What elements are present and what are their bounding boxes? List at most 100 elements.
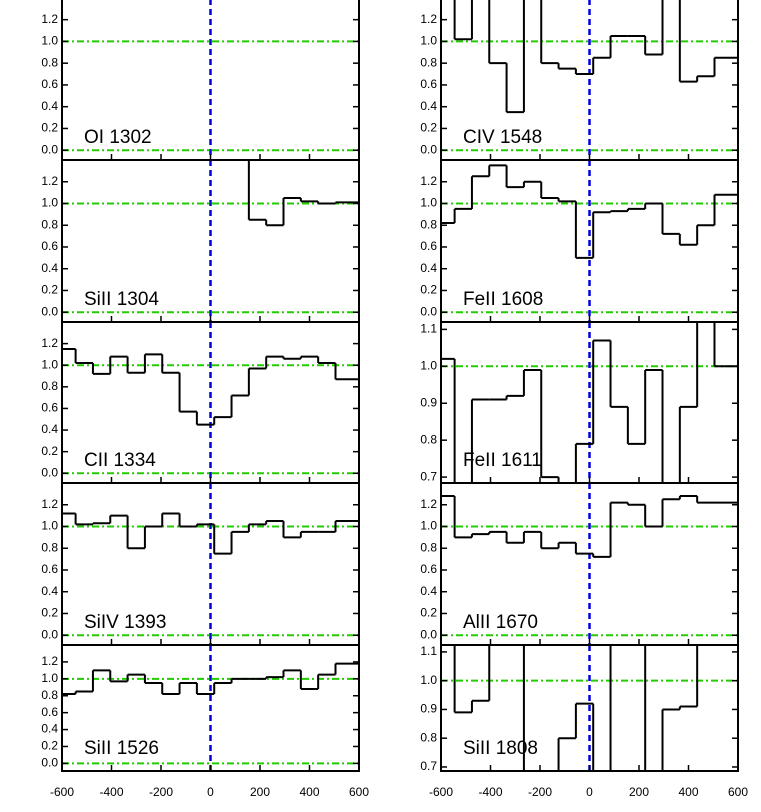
y-tick-label: 0.2 — [41, 606, 58, 620]
y-tick-label: 0.2 — [41, 283, 58, 297]
y-tick-label: 1.0 — [420, 673, 437, 687]
x-tick-label: 600 — [728, 785, 748, 799]
panel — [62, 0, 359, 160]
y-tick-label: 0.2 — [420, 606, 437, 620]
y-tick-label: 1.2 — [41, 497, 58, 511]
y-tick-label: 0.6 — [41, 401, 58, 415]
y-tick-label: 0.8 — [420, 540, 437, 554]
x-tick-label: -400 — [99, 785, 123, 799]
y-tick-label: 1.2 — [41, 174, 58, 188]
y-tick-label: 1.2 — [420, 12, 437, 26]
y-tick-label: 0.0 — [41, 304, 58, 318]
y-tick-label: 0.2 — [41, 121, 58, 135]
x-tick-label: 0 — [207, 785, 214, 799]
y-tick-label: 0.6 — [41, 77, 58, 91]
line-label: SiII 1526 — [84, 738, 159, 759]
y-tick-label: 0.8 — [41, 688, 58, 702]
y-tick-label: 1.2 — [41, 336, 58, 350]
y-tick-label: 1.2 — [420, 497, 437, 511]
y-tick-label: 0.7 — [420, 759, 437, 773]
x-tick-label: 200 — [629, 785, 649, 799]
y-tick-label: 0.8 — [41, 217, 58, 231]
panel — [441, 0, 738, 160]
y-tick-label: 0.6 — [41, 705, 58, 719]
line-label: FeII 1611 — [463, 450, 542, 471]
line-label: OI 1302 — [84, 127, 152, 148]
x-tick-label: 400 — [678, 785, 698, 799]
x-tick-label: -600 — [50, 785, 74, 799]
panel — [62, 160, 359, 322]
panel — [441, 160, 738, 322]
y-tick-label: 0.4 — [420, 99, 437, 113]
line-label: CII 1334 — [84, 450, 156, 471]
line-label: CIV 1548 — [463, 127, 542, 148]
y-tick-label: 1.1 — [420, 644, 437, 658]
y-tick-label: 0.2 — [420, 283, 437, 297]
y-tick-label: 0.9 — [420, 702, 437, 716]
y-tick-label: 0.2 — [41, 444, 58, 458]
y-tick-label: 0.8 — [420, 217, 437, 231]
y-tick-label: 1.2 — [41, 12, 58, 26]
y-tick-label: 1.2 — [420, 174, 437, 188]
x-tick-label: -200 — [528, 785, 552, 799]
y-tick-label: 0.0 — [41, 142, 58, 156]
y-tick-label: 0.8 — [41, 540, 58, 554]
line-label: AlII 1670 — [463, 612, 538, 633]
y-tick-label: 0.8 — [420, 55, 437, 69]
y-tick-label: 0.4 — [41, 99, 58, 113]
x-tick-label: -200 — [149, 785, 173, 799]
y-tick-label: 0.8 — [420, 730, 437, 744]
y-tick-label: 0.8 — [41, 55, 58, 69]
y-tick-label: 0.2 — [41, 739, 58, 753]
y-tick-label: 0.8 — [41, 379, 58, 393]
x-tick-label: 200 — [250, 785, 270, 799]
y-tick-label: 0.4 — [41, 261, 58, 275]
x-tick-label: 400 — [299, 785, 319, 799]
y-tick-label: 0.4 — [41, 422, 58, 436]
y-tick-label: 0.4 — [420, 584, 437, 598]
y-tick-label: 1.0 — [420, 358, 437, 372]
x-tick-label: -600 — [429, 785, 453, 799]
y-tick-label: 1.2 — [41, 654, 58, 668]
y-tick-label: 0.2 — [420, 121, 437, 135]
panel — [62, 483, 359, 645]
y-tick-label: 0.4 — [420, 261, 437, 275]
y-tick-label: 0.7 — [420, 469, 437, 483]
y-tick-label: 0.6 — [41, 239, 58, 253]
y-tick-label: 0.0 — [420, 142, 437, 156]
y-tick-label: 0.0 — [420, 627, 437, 641]
y-tick-label: 0.0 — [41, 627, 58, 641]
y-tick-label: 0.0 — [41, 756, 58, 770]
x-tick-label: -400 — [478, 785, 502, 799]
y-tick-label: 0.6 — [420, 239, 437, 253]
line-label: FeII 1608 — [463, 289, 543, 310]
x-tick-label: 0 — [586, 785, 593, 799]
y-tick-label: 0.9 — [420, 395, 437, 409]
y-tick-label: 1.0 — [420, 196, 437, 210]
y-tick-label: 1.0 — [420, 519, 437, 533]
line-label: SiIV 1393 — [84, 612, 166, 633]
y-tick-label: 0.6 — [41, 562, 58, 576]
panel — [62, 645, 359, 771]
y-tick-label: 0.6 — [420, 77, 437, 91]
line-label: SiII 1304 — [84, 289, 159, 310]
y-tick-label: 0.4 — [41, 584, 58, 598]
y-tick-label: 1.1 — [420, 322, 437, 336]
y-tick-label: 1.0 — [41, 671, 58, 685]
y-tick-label: 1.0 — [41, 519, 58, 533]
panel — [441, 322, 738, 483]
y-tick-label: 0.0 — [420, 304, 437, 318]
y-tick-label: 0.0 — [41, 465, 58, 479]
y-tick-label: 0.4 — [41, 722, 58, 736]
panel — [441, 645, 738, 771]
y-tick-label: 1.0 — [41, 196, 58, 210]
panel — [441, 483, 738, 645]
y-tick-label: 1.0 — [41, 34, 58, 48]
panel — [62, 322, 359, 483]
x-tick-label: 600 — [349, 785, 369, 799]
y-tick-label: 1.0 — [420, 34, 437, 48]
y-tick-label: 0.6 — [420, 562, 437, 576]
line-label: SiII 1808 — [463, 738, 538, 759]
y-tick-label: 0.8 — [420, 432, 437, 446]
